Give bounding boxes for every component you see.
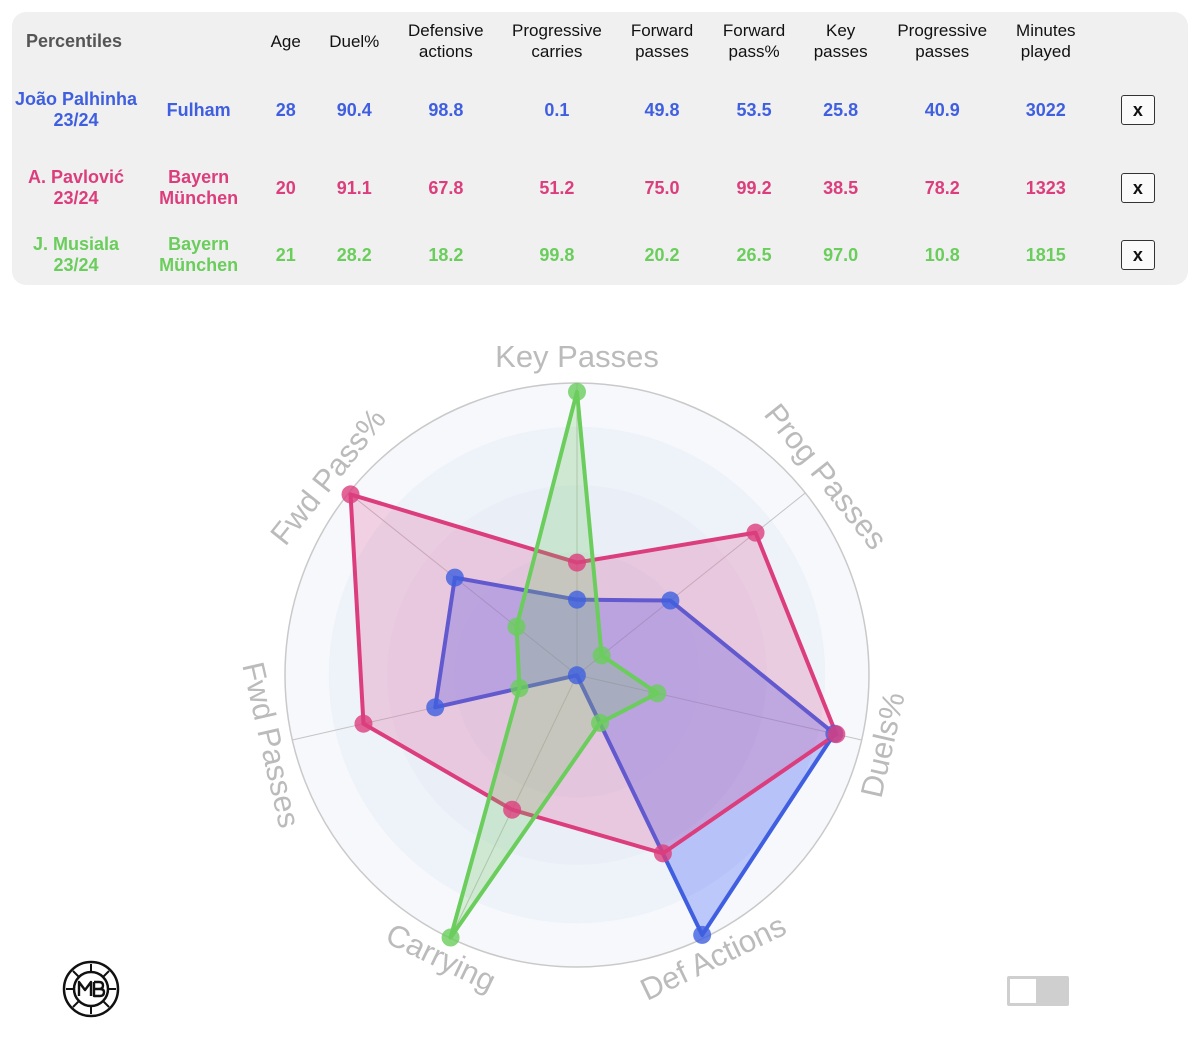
cell-progressive-passes: 40.9 <box>924 99 960 120</box>
cell-key-passes: 97.0 <box>823 244 859 265</box>
radar-point[interactable] <box>510 679 529 698</box>
player-team: Bayern München <box>159 234 239 275</box>
radar-point[interactable] <box>746 523 765 542</box>
header-percentiles: Percentiles <box>26 30 123 51</box>
cell-duel-pct: 28.2 <box>336 244 372 265</box>
cell-minutes-played: 1323 <box>1025 177 1066 198</box>
cell-defensive-actions: 98.8 <box>428 99 464 120</box>
cell-key-passes: 25.8 <box>823 99 859 120</box>
radar-point[interactable] <box>426 698 445 717</box>
remove-cell: x <box>1088 70 1188 150</box>
cell-minutes-played: 1815 <box>1025 244 1066 265</box>
radar-spoke <box>576 492 806 676</box>
radar-point[interactable] <box>568 382 586 401</box>
remove-cell: x <box>1088 226 1188 284</box>
cell-forward-pass-pct: 53.5 <box>736 99 772 120</box>
radar-point[interactable] <box>568 590 586 609</box>
header-progressive-carries: Progressive carries <box>512 21 602 61</box>
remove-player-button[interactable]: x <box>1120 240 1155 270</box>
radar-point[interactable] <box>341 485 360 504</box>
header-duel-pct: Duel% <box>329 31 380 51</box>
radar-point[interactable] <box>354 714 373 733</box>
radar-point[interactable] <box>441 928 460 947</box>
header-age: Age <box>270 31 301 51</box>
table-row: J. Musiala 23/24 Bayern München 21 28.2 … <box>12 226 1188 284</box>
radar-point[interactable] <box>591 713 610 732</box>
player-name: A. Pavlović 23/24 <box>28 167 125 208</box>
cell-forward-pass-pct: 99.2 <box>736 177 772 198</box>
player-name: J. Musiala 23/24 <box>33 234 120 275</box>
cell-age: 20 <box>275 177 296 198</box>
cell-forward-passes: 75.0 <box>644 177 680 198</box>
radar-point[interactable] <box>568 553 586 572</box>
cell-progressive-carries: 51.2 <box>539 177 575 198</box>
cell-age: 28 <box>275 99 296 120</box>
cell-defensive-actions: 67.8 <box>428 177 464 198</box>
radar-point[interactable] <box>503 800 522 819</box>
cell-progressive-carries: 99.8 <box>539 244 575 265</box>
radar-series-area <box>348 492 839 856</box>
cell-forward-pass-pct: 26.5 <box>736 244 772 265</box>
radar-series-area <box>448 389 660 940</box>
radar-point[interactable] <box>661 591 680 610</box>
radar-point[interactable] <box>653 844 672 863</box>
radar-point[interactable] <box>445 568 464 587</box>
percentiles-table-panel: Percentiles Age Duel% Defensive actions … <box>12 12 1188 285</box>
cell-duel-pct: 91.1 <box>336 177 372 198</box>
cell-duel-pct: 90.4 <box>336 99 372 120</box>
cell-forward-passes: 49.8 <box>644 99 680 120</box>
radar-series-area <box>433 575 837 937</box>
cell-key-passes: 38.5 <box>823 177 859 198</box>
cell-defensive-actions: 18.2 <box>428 244 464 265</box>
cell-progressive-passes: 10.8 <box>924 244 960 265</box>
header-minutes-played: Minutes played <box>1016 21 1076 61</box>
player-name: João Palhinha 23/24 <box>15 89 138 130</box>
radar-point[interactable] <box>592 646 611 665</box>
header-team <box>140 12 257 70</box>
radar-spoke <box>576 674 862 741</box>
table-header-row: Percentiles Age Duel% Defensive actions … <box>12 12 1188 70</box>
radar-point[interactable] <box>567 666 586 685</box>
radar-axis-label: Key Passes <box>495 339 659 374</box>
header-progressive-passes: Progressive passes <box>897 21 988 61</box>
table-row: A. Pavlović 23/24 Bayern München 20 91.1… <box>12 150 1188 226</box>
percentiles-table: Percentiles Age Duel% Defensive actions … <box>12 12 1188 284</box>
radar-point[interactable] <box>827 725 846 744</box>
header-remove <box>1088 12 1188 70</box>
remove-cell: x <box>1088 150 1188 226</box>
header-forward-passes: Forward passes <box>630 21 694 61</box>
player-team: Bayern München <box>159 167 239 208</box>
toggle-knob <box>1010 979 1036 1003</box>
cell-age: 21 <box>275 244 296 265</box>
cell-progressive-passes: 78.2 <box>924 177 960 198</box>
remove-player-button[interactable]: x <box>1120 173 1155 203</box>
remove-player-button[interactable]: x <box>1120 95 1155 125</box>
player-team: Fulham <box>166 99 231 120</box>
cell-progressive-carries: 0.1 <box>544 99 570 120</box>
header-forward-pass-pct: Forward pass% <box>722 21 786 61</box>
header-key-passes: Key passes <box>813 21 868 61</box>
table-row: João Palhinha 23/24 Fulham 28 90.4 98.8 … <box>12 70 1188 150</box>
cell-minutes-played: 3022 <box>1025 99 1066 120</box>
cell-forward-passes: 20.2 <box>644 244 680 265</box>
radar-point[interactable] <box>648 684 667 703</box>
radar-spoke <box>348 492 578 676</box>
radar-point[interactable] <box>507 617 526 636</box>
view-toggle[interactable] <box>1007 976 1069 1006</box>
mb-logo <box>62 960 120 1018</box>
radar-point[interactable] <box>693 925 712 944</box>
header-defensive-actions: Defensive actions <box>408 21 484 61</box>
